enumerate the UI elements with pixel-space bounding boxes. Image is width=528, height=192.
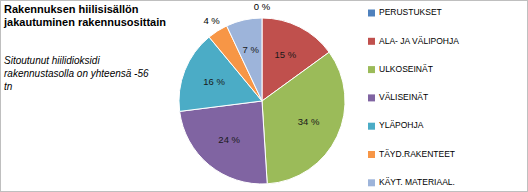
data-label: 34 % (298, 116, 320, 127)
legend-swatch (368, 123, 375, 130)
legend-label: TÄYD.RAKENTEET (379, 149, 455, 159)
slice (227, 18, 262, 101)
subtitle: Sitoutunut hiilidioksidi rakennustasolla… (4, 54, 152, 93)
legend-label: KÄYT. MATERIAAL. (379, 177, 455, 187)
data-label: 0 % (254, 1, 271, 12)
data-label: 4 % (203, 15, 220, 26)
legend-label: VÄLISEINÄT (379, 92, 428, 102)
legend-swatch (368, 10, 375, 17)
data-label: 24 % (218, 134, 240, 145)
legend-swatch (368, 151, 375, 158)
legend-label: ALA- JA VÄLIPOHJA (379, 36, 459, 46)
legend-label: YLÄPOHJA (379, 120, 424, 130)
legend-swatch (368, 38, 375, 45)
slices (179, 18, 345, 184)
data-label: 15 % (275, 49, 297, 60)
legend-swatch (368, 66, 375, 73)
legend-label: PERUSTUKSET (379, 7, 442, 17)
chart-border (1, 1, 528, 192)
data-labels: 0 % 15 % 34 % 24 % 16 % 4 % 7 % (203, 1, 320, 146)
slice (180, 101, 268, 184)
legend-label: ULKOSEINÄT (379, 64, 433, 74)
pie-chart: 0 % 15 % 34 % 24 % 16 % 4 % 7 % PERUSTUKSET ALA-… (0, 0, 528, 192)
data-label: 7 % (243, 44, 260, 55)
title: Rakennuksen hiilisisällön jakautuminen r… (4, 3, 169, 29)
chart-area: Rakennuksen hiilisisällön jakautuminen r… (0, 0, 528, 192)
legend-swatch (368, 179, 375, 186)
legend-swatch (368, 94, 375, 101)
legend: PERUSTUKSET ALA- JA VÄLIPOHJA ULKOSEINÄT VÄ… (368, 7, 459, 187)
data-label: 16 % (203, 76, 225, 87)
slice (262, 52, 345, 184)
